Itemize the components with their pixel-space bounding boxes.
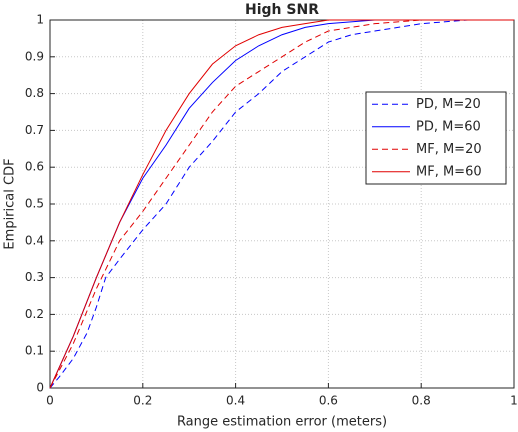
series-line (49, 19, 514, 389)
y-tick-label: 0.2 (25, 307, 44, 321)
y-tick-label: 0.4 (25, 233, 44, 247)
y-tick-label: 0.9 (25, 49, 44, 63)
y-tick-label: 0.6 (25, 160, 44, 174)
plot-frame (49, 19, 515, 389)
x-tick-label: 1 (510, 394, 518, 408)
chart-title: High SNR (245, 2, 319, 18)
y-tick-label: 0.7 (25, 123, 44, 137)
legend-label: PD, M=20 (416, 97, 481, 112)
y-tick-label: 0.5 (25, 197, 44, 211)
x-tick-label: 0.4 (226, 394, 245, 408)
legend-label: MF, M=60 (416, 164, 482, 179)
y-tick-label: 0.8 (25, 86, 44, 100)
series-line (49, 19, 514, 389)
x-tick-label: 0.2 (133, 394, 152, 408)
x-axis-label: Range estimation error (meters) (177, 415, 387, 430)
y-tick-label: 0.3 (25, 270, 44, 284)
y-tick-label: 0 (36, 381, 44, 395)
x-tick-label: 0.8 (412, 394, 431, 408)
legend-box (365, 91, 507, 185)
y-tick-label: 1 (36, 13, 44, 27)
legend-label: PD, M=60 (416, 119, 481, 134)
legend-label: MF, M=20 (416, 142, 482, 157)
x-tick-label: 0 (46, 394, 54, 408)
y-tick-label: 0.1 (25, 344, 44, 358)
y-axis-label: Empirical CDF (3, 158, 18, 249)
x-tick-label: 0.6 (319, 394, 338, 408)
